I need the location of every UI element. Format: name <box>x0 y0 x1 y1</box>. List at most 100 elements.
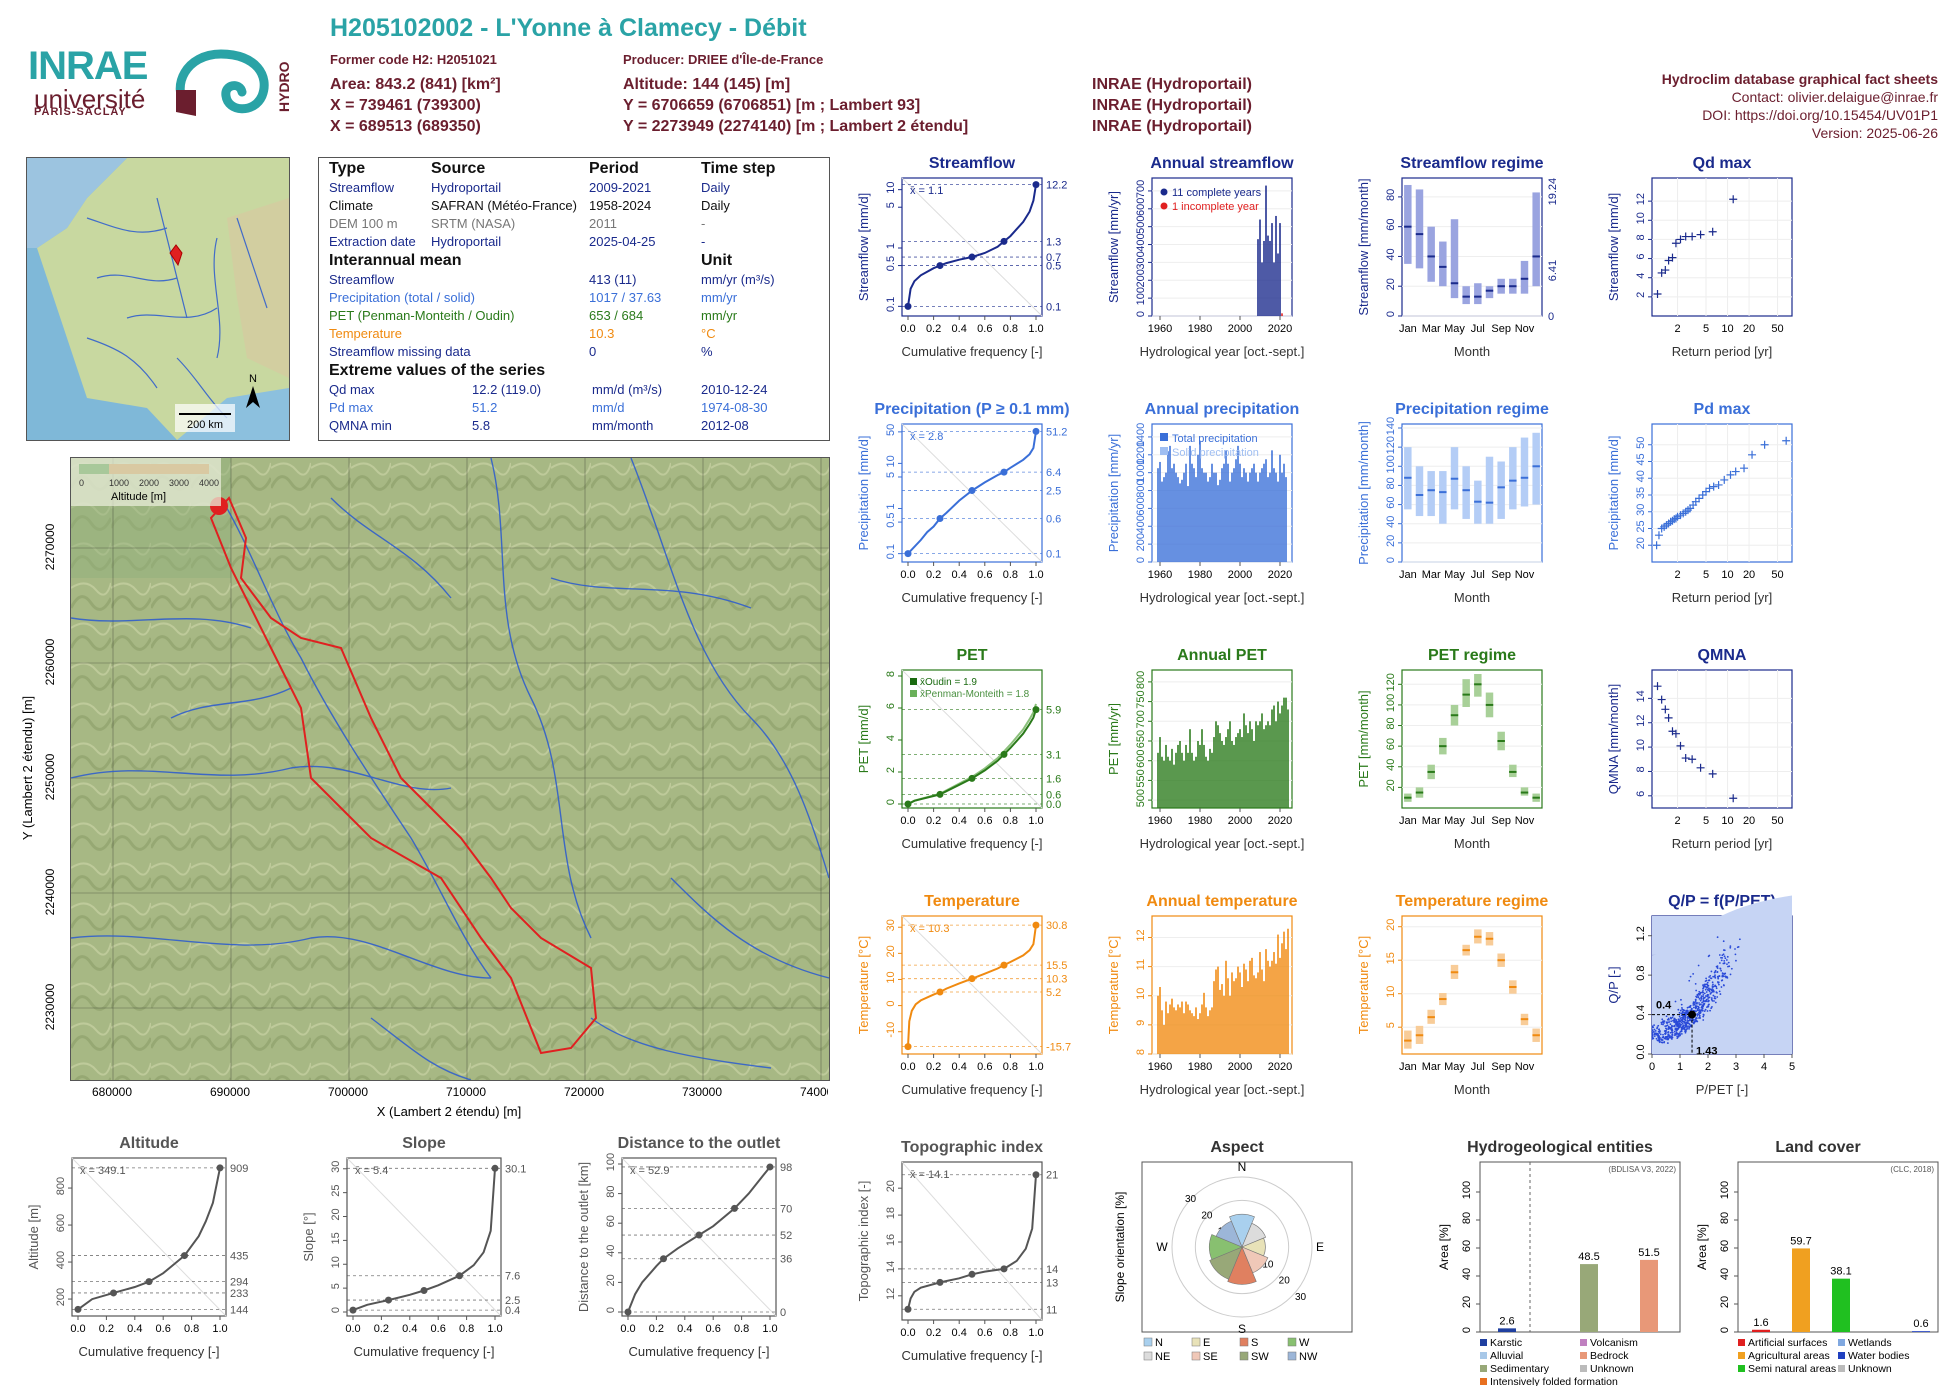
data-point <box>1676 1027 1678 1030</box>
x-tick-label: 0.0 <box>345 1323 360 1335</box>
bar <box>1231 741 1233 808</box>
bar <box>1832 1278 1850 1332</box>
x-tick-label: 2 <box>1674 323 1680 335</box>
bar <box>1279 957 1281 1054</box>
x-axis-label: Hydrological year [oct.-sept.] <box>1140 344 1305 359</box>
bar <box>1159 737 1161 808</box>
quantile-point <box>349 1306 357 1314</box>
chart-title: Aspect <box>1210 1139 1264 1156</box>
direction-label: N <box>1238 1160 1247 1174</box>
bar <box>1227 978 1229 1054</box>
bar <box>1175 1010 1177 1054</box>
bar <box>1201 468 1203 562</box>
mean-value: 413 (11) <box>589 272 637 287</box>
bar <box>1215 721 1217 808</box>
bar <box>1163 477 1165 562</box>
month-label: Sep <box>1491 569 1511 581</box>
time-step: Daily <box>701 198 730 213</box>
bar <box>1285 477 1287 562</box>
right-tick-label: 0.1 <box>1046 301 1061 313</box>
bar <box>1219 733 1221 808</box>
data-point <box>1686 1027 1689 1030</box>
data-point <box>1666 1038 1669 1041</box>
source-3: INRAE (Hydroportail) <box>1092 118 1252 135</box>
inrae-logo: INRAE <box>28 44 148 88</box>
plot-frame <box>901 177 1043 317</box>
gridline <box>901 1161 1043 1321</box>
data-point <box>1652 541 1661 550</box>
x-tick-label: 0.4 <box>127 1323 142 1335</box>
mean-unit: °C <box>701 326 716 341</box>
bar <box>1165 744 1167 808</box>
legend-label: Unknown <box>1848 1363 1892 1375</box>
data-point <box>1728 965 1731 968</box>
source-row: DEM 100 m SRTM (NASA) 2011 - <box>329 216 819 234</box>
data-point <box>1684 1029 1687 1032</box>
interannual-row: Precipitation (total / solid) 1017 / 37.6… <box>329 290 819 308</box>
y-axis-label: Streamflow [mm/d] <box>856 193 871 301</box>
month-label: Nov <box>1515 323 1535 335</box>
y-tick-label: 600 <box>1135 198 1147 216</box>
legend-swatch <box>1143 1337 1153 1347</box>
mean-label: x̄ = 14.1 <box>910 1169 949 1181</box>
mean-label: Streamflow missing data <box>329 344 471 359</box>
bar <box>1265 949 1267 1054</box>
bar <box>1213 472 1215 562</box>
y-tick-label: 100 <box>1461 1181 1473 1199</box>
bar <box>1237 966 1239 1054</box>
y-tick-label: 20 <box>1635 537 1647 549</box>
data-point <box>1679 1034 1681 1037</box>
y-tick-label: 0 <box>1385 311 1397 317</box>
x-tick-label: 1.0 <box>1028 323 1043 335</box>
bar <box>1191 752 1193 808</box>
data-point <box>1713 971 1716 974</box>
chart-title: Annual PET <box>1177 647 1267 664</box>
data-point <box>1707 1005 1709 1008</box>
data-point <box>1721 956 1724 959</box>
legend-swatch <box>1287 1351 1297 1361</box>
data-point <box>1708 1000 1710 1002</box>
bar <box>1239 729 1241 808</box>
y-tick-label: 2 <box>885 767 897 773</box>
x-tick-label: 0.2 <box>926 815 941 827</box>
data-point <box>1703 983 1706 986</box>
bar <box>1245 969 1247 1054</box>
x-tick-label: 0.6 <box>977 1061 992 1073</box>
paris-saclay-logo: PARIS-SACLAY <box>34 106 127 118</box>
legend-swatch <box>1580 1339 1587 1346</box>
y-tick-label: 50 <box>1635 437 1647 449</box>
data-point <box>1688 979 1691 982</box>
chart-pet: PET Cumulative frequency [-] PET [mm/d] 0 2 4… <box>856 647 1061 851</box>
plot-frame <box>1651 177 1793 317</box>
data-point <box>1729 946 1732 949</box>
x-tick-label: 5 <box>1703 569 1709 581</box>
y-tick-label: 10 <box>330 1256 342 1268</box>
data-point <box>1705 484 1714 493</box>
data-point <box>1696 1014 1699 1017</box>
data-point <box>1677 1008 1680 1011</box>
contact: Contact: olivier.delaigue@inrae.fr <box>1731 89 1938 105</box>
y-axis-label: Area [%] <box>1437 1224 1451 1270</box>
bar <box>1205 1007 1207 1054</box>
y-tick-label: 35 <box>1635 487 1647 499</box>
data-point <box>1706 1010 1709 1012</box>
data-point <box>1700 1006 1703 1009</box>
bar <box>1207 1016 1209 1054</box>
bar <box>1169 445 1171 562</box>
ring <box>1194 1199 1290 1295</box>
y-tick-label: 550 <box>1135 769 1147 787</box>
data-point <box>1680 998 1682 1001</box>
bar <box>1269 472 1271 562</box>
bar <box>1191 463 1193 562</box>
bar <box>1259 952 1261 1054</box>
x-tick-label: 1.0 <box>1028 569 1043 581</box>
y-tick-label: 40 <box>1385 248 1397 260</box>
x-tick-label: 0.6 <box>977 1327 992 1339</box>
data-point <box>1689 1019 1691 1022</box>
bar <box>1912 1331 1930 1332</box>
data-point <box>1668 1021 1671 1023</box>
right-tick-label: 0.5 <box>1046 261 1061 273</box>
data-point <box>1702 1013 1705 1016</box>
plot-frame <box>901 915 1043 1055</box>
legend-label: W <box>1299 1337 1310 1349</box>
